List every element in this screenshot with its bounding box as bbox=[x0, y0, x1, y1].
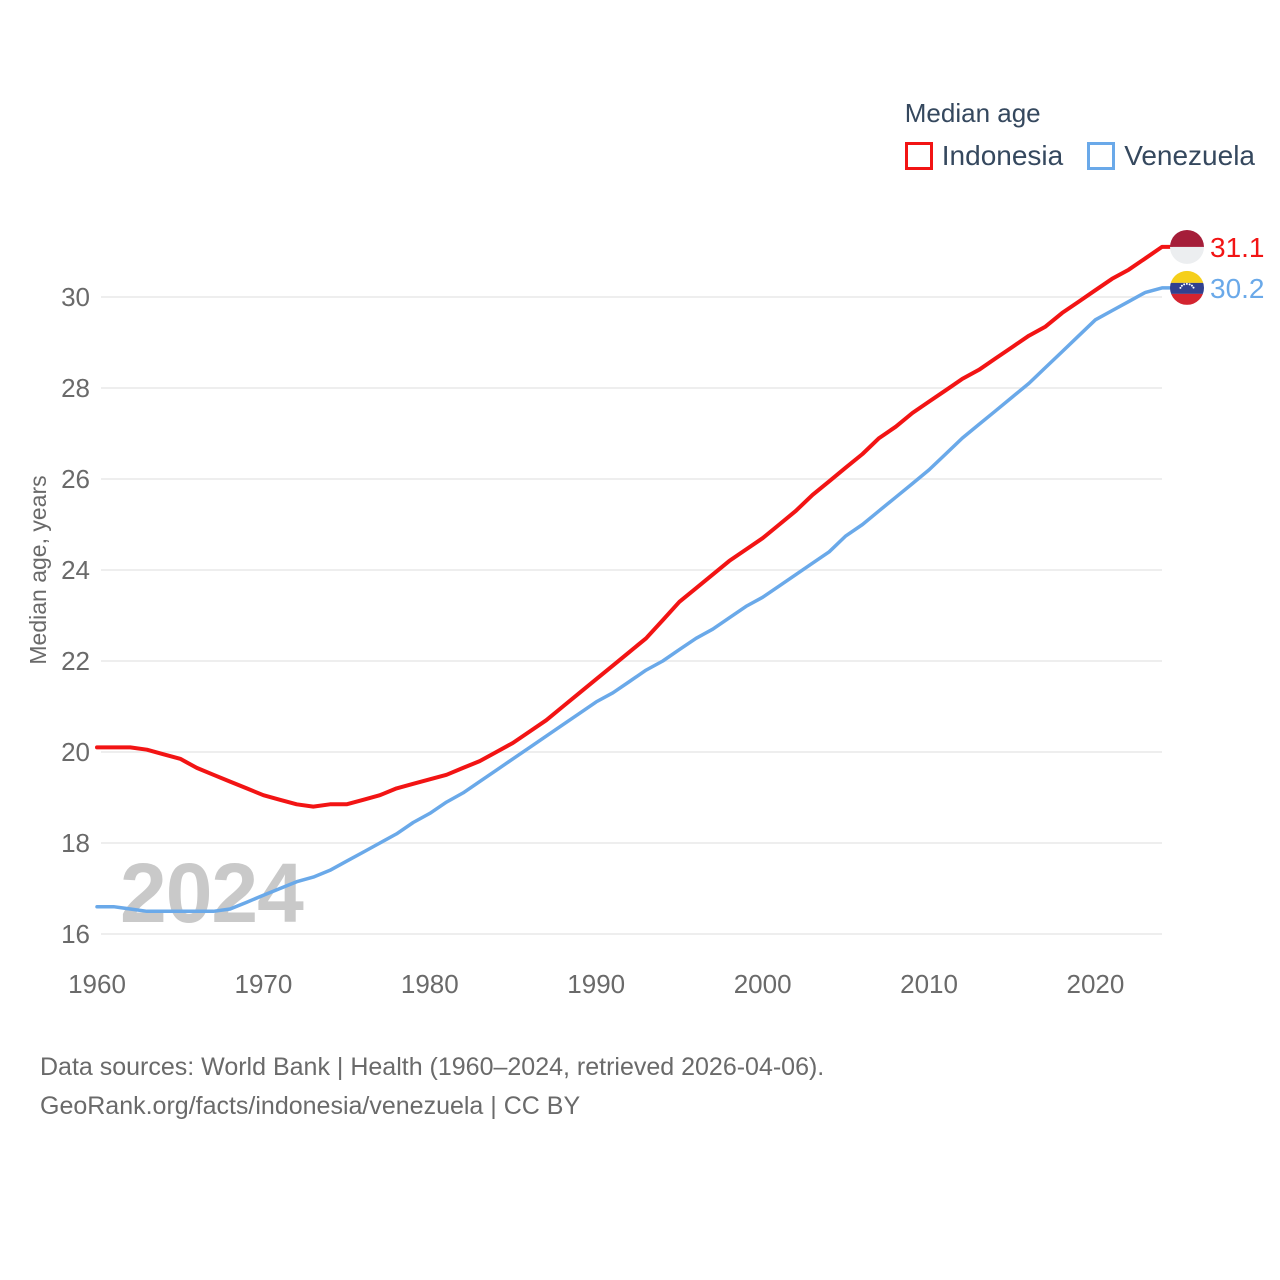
x-tick-label: 2010 bbox=[900, 969, 958, 999]
legend-title: Median age bbox=[904, 98, 1041, 128]
x-tick-label: 1980 bbox=[401, 969, 459, 999]
data-sources-line: Data sources: World Bank | Health (1960–… bbox=[40, 1053, 825, 1081]
x-tick-label: 2020 bbox=[1067, 969, 1125, 999]
indonesia-swatch-icon bbox=[904, 142, 933, 170]
venezuela-swatch-icon bbox=[1087, 142, 1116, 170]
legend-label-venezuela: Venezuela bbox=[1124, 140, 1255, 171]
venezuela-end-value: 30.2 bbox=[1210, 273, 1265, 304]
y-tick-label: 22 bbox=[61, 646, 90, 676]
x-tick-label: 1990 bbox=[567, 969, 625, 999]
y-tick-label: 30 bbox=[61, 282, 90, 312]
x-tick-label: 2000 bbox=[734, 969, 792, 999]
footer: Data sources: World Bank | Health (1960–… bbox=[40, 1048, 824, 1126]
indonesia-flag-icon bbox=[1170, 229, 1204, 264]
indonesia-end-value: 31.1 bbox=[1210, 232, 1265, 263]
y-tick-label: 18 bbox=[61, 828, 90, 858]
y-axis-title: Median age, years bbox=[25, 475, 51, 664]
venezuela-flag-icon bbox=[1170, 270, 1204, 305]
venezuela-line bbox=[95, 286, 1173, 914]
x-tick-label: 1960 bbox=[68, 969, 126, 999]
attribution-line: GeoRank.org/facts/indonesia/venezuela | … bbox=[40, 1092, 581, 1120]
indonesia-line bbox=[95, 244, 1173, 809]
legend-label-indonesia: Indonesia bbox=[941, 140, 1064, 171]
y-tick-label: 16 bbox=[61, 919, 90, 949]
y-tick-label: 28 bbox=[61, 373, 90, 403]
y-tick-label: 26 bbox=[61, 464, 90, 494]
x-tick-label: 1970 bbox=[234, 969, 292, 999]
y-tick-label: 24 bbox=[61, 555, 90, 585]
legend: Median age Indonesia Venezuela bbox=[904, 98, 1255, 172]
legend-item-venezuela[interactable]: Venezuela bbox=[1087, 140, 1255, 172]
watermark-year: 2024 bbox=[120, 846, 304, 940]
legend-item-indonesia[interactable]: Indonesia bbox=[904, 140, 1064, 172]
legend-row: Indonesia Venezuela bbox=[904, 140, 1255, 172]
y-tick-label: 20 bbox=[61, 737, 90, 767]
